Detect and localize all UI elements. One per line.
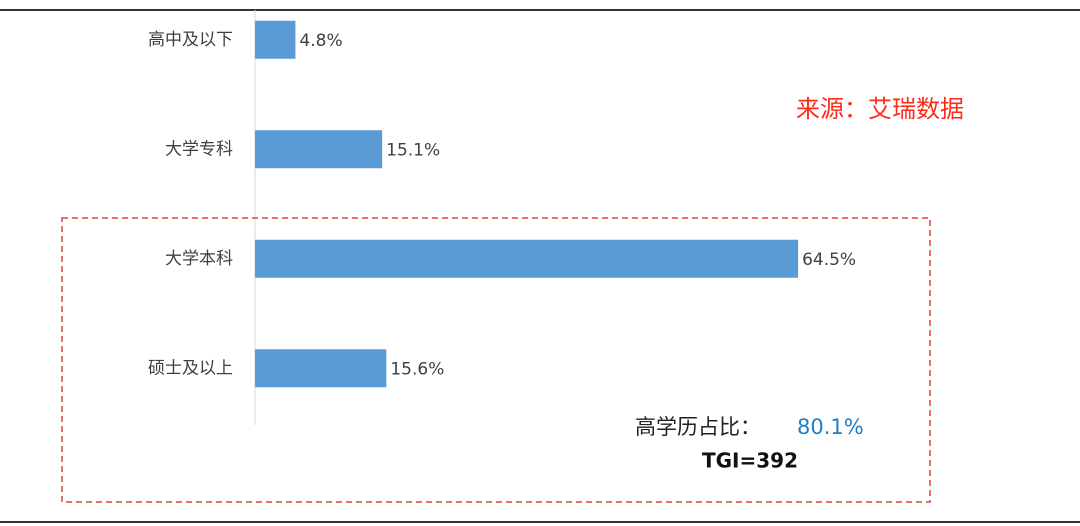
share-value: 80.1% bbox=[797, 415, 864, 439]
bar bbox=[255, 239, 799, 278]
source-note: 来源：艾瑞数据 bbox=[796, 95, 964, 123]
data-label: 4.8% bbox=[299, 31, 342, 51]
share-label: 高学历占比： bbox=[635, 415, 761, 439]
bar bbox=[255, 20, 296, 59]
y-tick-label: 高中及以下 bbox=[148, 30, 233, 50]
highlight-box bbox=[61, 217, 931, 503]
data-label: 15.6% bbox=[390, 359, 444, 379]
y-tick-label: 大学本科 bbox=[165, 249, 233, 269]
bar bbox=[255, 130, 383, 169]
y-tick-label: 硕士及以上 bbox=[148, 358, 233, 378]
y-tick-label: 大学专科 bbox=[165, 139, 233, 159]
bar bbox=[255, 349, 387, 388]
data-label: 64.5% bbox=[802, 250, 856, 270]
tgi-label: TGI=392 bbox=[702, 449, 798, 473]
data-label: 15.1% bbox=[386, 140, 440, 160]
